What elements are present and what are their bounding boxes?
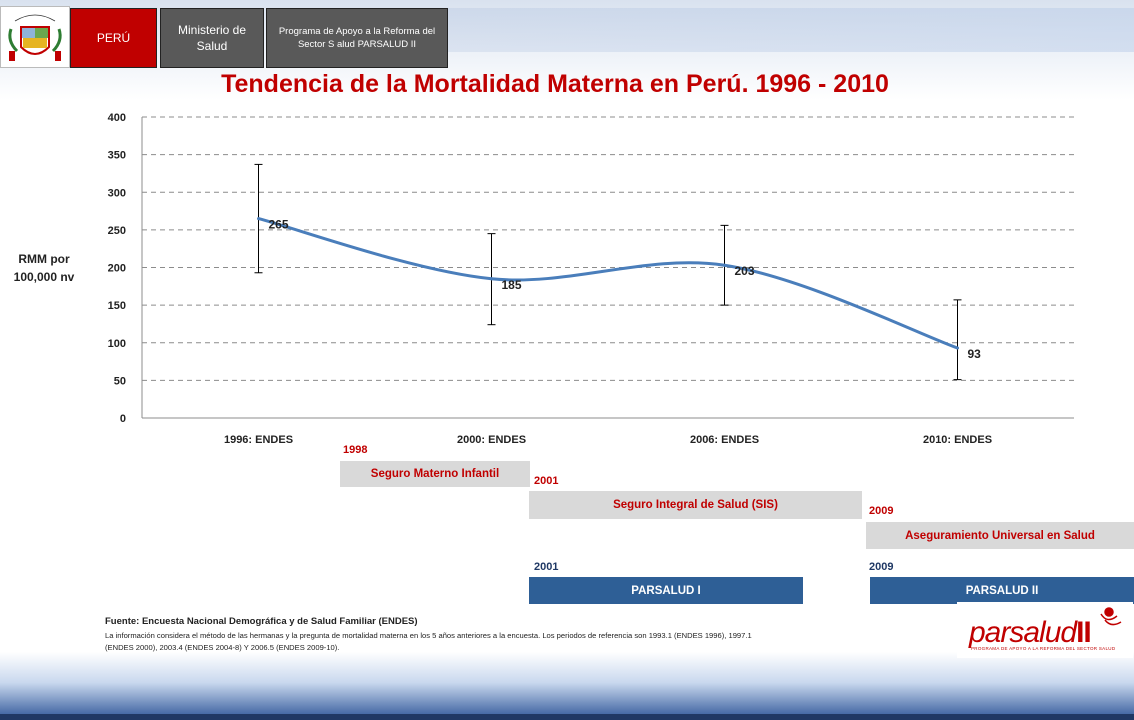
logo-roman: II <box>1076 616 1092 649</box>
y-tick-label: 100 <box>108 338 126 350</box>
footer-bar <box>0 714 1134 720</box>
coat-of-arms-logo <box>0 6 70 68</box>
x-tick-label: 2006: ENDES <box>690 434 759 446</box>
y-tick-label: 50 <box>114 375 126 387</box>
data-point <box>257 217 260 221</box>
y-tick-label: 300 <box>108 187 126 199</box>
ministerio-box: Ministerio de Salud <box>160 8 264 68</box>
data-point <box>723 263 726 267</box>
data-label: 265 <box>269 218 289 232</box>
program-year-sis: 2001 <box>534 475 559 487</box>
y-tick-label: 400 <box>108 112 126 124</box>
data-label: 93 <box>968 347 982 361</box>
parsalud-bar-1: PARSALUD I <box>529 577 803 604</box>
source-title: Fuente: Encuesta Nacional Demográfica y … <box>105 616 418 627</box>
data-point <box>956 346 959 350</box>
program-bar-smi: Seguro Materno Infantil <box>340 461 530 487</box>
source-note: La información considera el método de la… <box>105 631 752 652</box>
data-label: 185 <box>502 278 522 292</box>
x-tick-label: 1996: ENDES <box>224 434 293 446</box>
parsalud-year-1: 2001 <box>534 561 559 573</box>
y-tick-label: 250 <box>108 225 126 237</box>
logo-figure-icon <box>1100 607 1122 626</box>
logo-text: parsaludII <box>969 616 1092 649</box>
program-bar-sis: Seguro Integral de Salud (SIS) <box>529 491 862 519</box>
parsalud-logo: parsaludII PROGRAMA DE APOYO A LA REFORM… <box>957 602 1133 658</box>
page-title: Tendencia de la Mortalidad Materna en Pe… <box>221 70 889 98</box>
program-year-aus: 2009 <box>869 505 894 517</box>
source-block: Fuente: Encuesta Nacional Demográfica y … <box>105 616 765 654</box>
parsalud-year-2: 2009 <box>869 561 894 573</box>
series-line <box>258 217 959 350</box>
program-bar-aus: Aseguramiento Universal en Salud <box>866 522 1134 549</box>
programa-box: Programa de Apoyo a la Reforma del Secto… <box>266 8 448 68</box>
peru-box: PERÚ <box>70 8 157 68</box>
x-tick-label: 2010: ENDES <box>923 434 992 446</box>
program-year-smi: 1998 <box>343 444 368 456</box>
data-label: 203 <box>735 264 755 278</box>
parsalud-bar-2: PARSALUD II <box>870 577 1134 604</box>
header-stripe <box>440 8 1134 52</box>
footer-background <box>0 652 1134 720</box>
x-tick-label: 2000: ENDES <box>457 434 526 446</box>
y-axis-label: RMM por 100,000 nv <box>13 252 75 284</box>
y-tick-label: 0 <box>120 413 126 425</box>
logo-subtitle: PROGRAMA DE APOYO A LA REFORMA DEL SECTO… <box>971 646 1116 651</box>
coat-of-arms-icon <box>8 26 62 61</box>
mortality-chart: 0 50 100 150 200 250 300 350 400 1996: ENDES 2000:… <box>108 112 1074 446</box>
y-tick-label: 350 <box>108 150 126 162</box>
y-tick-label: 150 <box>108 300 126 312</box>
y-tick-label: 200 <box>108 263 126 275</box>
data-point <box>490 277 493 281</box>
